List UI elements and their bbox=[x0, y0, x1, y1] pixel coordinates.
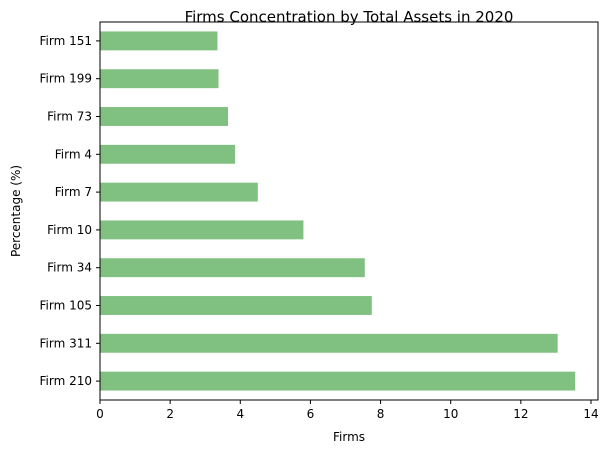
y-tick-label: Firm 311 bbox=[40, 336, 93, 350]
bar-firm-151 bbox=[100, 31, 218, 51]
plot-frame bbox=[99, 21, 599, 401]
y-axis-label: Percentage (%) bbox=[9, 165, 23, 257]
bar-firm-73 bbox=[100, 107, 229, 126]
x-tick-label: 6 bbox=[307, 407, 315, 421]
chart-title: Firms Concentration by Total Assets in 2… bbox=[185, 8, 514, 26]
x-tick-label: 2 bbox=[166, 407, 174, 421]
y-tick-label: Firm 7 bbox=[55, 185, 92, 199]
y-tick-label: Firm 199 bbox=[40, 72, 93, 86]
x-axis-label: Firms bbox=[333, 430, 365, 444]
bar-firm-4 bbox=[100, 144, 236, 164]
x-tick-label: 10 bbox=[443, 407, 458, 421]
y-tick-label: Firm 4 bbox=[55, 147, 92, 161]
x-axis-ticks: 0 2 4 6 8 10 12 14 bbox=[96, 400, 599, 421]
x-tick-label: 8 bbox=[377, 407, 385, 421]
bar-firm-10 bbox=[100, 220, 304, 240]
bar-firm-34 bbox=[100, 258, 365, 278]
x-tick-label: 4 bbox=[236, 407, 244, 421]
bar-firm-210 bbox=[100, 371, 576, 391]
bar-firm-311 bbox=[100, 333, 558, 353]
bar-firm-7 bbox=[100, 182, 258, 202]
bar-firm-199 bbox=[100, 69, 219, 89]
bars-group bbox=[100, 31, 576, 391]
y-tick-label: Firm 73 bbox=[47, 110, 92, 124]
y-tick-label: Firm 34 bbox=[47, 261, 92, 275]
x-tick-label: 12 bbox=[513, 407, 528, 421]
bar-firm-105 bbox=[100, 296, 372, 315]
y-tick-label: Firm 210 bbox=[40, 374, 93, 388]
y-tick-label: Firm 105 bbox=[40, 299, 93, 313]
x-tick-label: 0 bbox=[96, 407, 104, 421]
x-tick-label: 14 bbox=[583, 407, 598, 421]
y-axis-ticks: Firm 210 Firm 311 Firm 105 Firm 34 Firm 10 Fi… bbox=[40, 34, 100, 388]
y-tick-label: Firm 151 bbox=[40, 34, 93, 48]
y-tick-label: Firm 10 bbox=[47, 223, 92, 237]
